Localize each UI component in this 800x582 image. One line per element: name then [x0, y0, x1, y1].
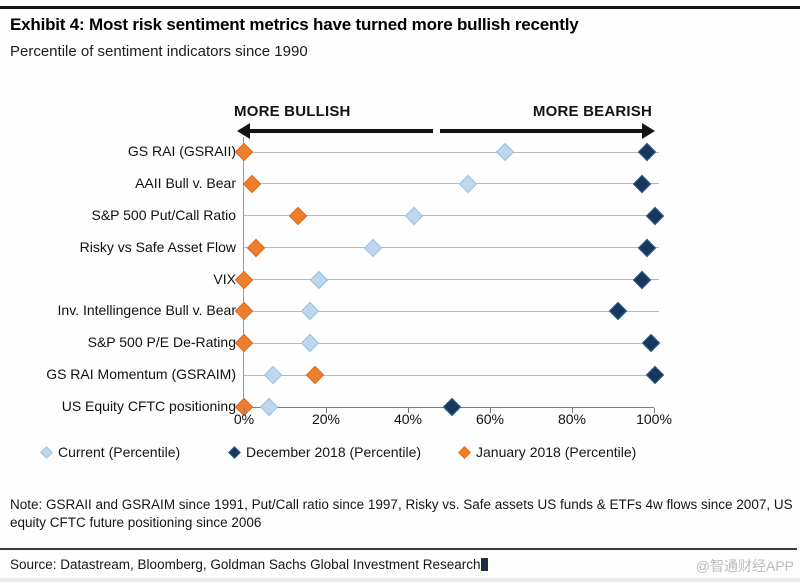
data-point-diamond	[234, 334, 254, 353]
data-point-diamond	[442, 397, 461, 417]
right-arrow-icon	[642, 123, 655, 139]
row-label: Inv. Intellingence Bull v. Bear	[57, 302, 236, 319]
row-track	[234, 327, 660, 359]
row-gridline	[244, 342, 659, 344]
chart-subtitle: Percentile of sentiment indicators since…	[10, 43, 308, 60]
data-point-diamond	[496, 142, 515, 162]
row-gridline	[244, 310, 659, 312]
row-label: Risky vs Safe Asset Flow	[79, 238, 236, 255]
row-track	[234, 136, 659, 168]
data-point-diamond	[633, 174, 652, 194]
row-label: US Equity CFTC positioning	[61, 398, 236, 414]
row-label: GS RAI (GSRAII)	[127, 143, 236, 159]
row-gridline	[244, 279, 659, 280]
data-point-diamond	[309, 270, 328, 289]
data-point-diamond	[243, 174, 262, 194]
x-axis-tick	[654, 408, 655, 413]
x-axis-tick	[572, 408, 573, 413]
x-axis-tick-label: 100%	[636, 411, 672, 427]
data-point-diamond	[263, 365, 283, 385]
legend-label: December 2018 (Percentile)	[246, 444, 422, 460]
row-track	[234, 264, 659, 296]
data-point-diamond	[301, 302, 320, 321]
x-axis-tick	[326, 408, 327, 413]
data-point-diamond	[234, 270, 254, 289]
row-gridline	[244, 374, 659, 376]
legend-label: Current (Percentile)	[58, 444, 181, 460]
legend-diamond-icon	[458, 445, 471, 459]
data-point-diamond	[363, 238, 382, 257]
row-track	[244, 232, 659, 264]
data-point-diamond	[234, 142, 254, 162]
row-label: S&P 500 P/E De-Rating	[87, 334, 236, 351]
data-point-diamond	[608, 302, 627, 321]
data-point-diamond	[259, 397, 279, 417]
source-line: Source: Datastream, Bloomberg, Goldman S…	[10, 557, 489, 572]
legend-item: January 2018 (Percentile)	[458, 444, 637, 460]
data-point-diamond	[458, 174, 478, 194]
data-point-diamond	[641, 334, 660, 353]
x-axis-tick-label: 60%	[475, 411, 505, 427]
row-label: VIX	[213, 270, 236, 287]
row-label: AAII Bull v. Bear	[135, 174, 236, 191]
legend-item: December 2018 (Percentile)	[228, 444, 422, 460]
footnote: Note: GSRAII and GSRAIM since 1991, Put/…	[10, 497, 793, 530]
x-axis-tick-label: 0%	[233, 411, 255, 427]
data-point-diamond	[637, 238, 656, 257]
footer-divider	[0, 548, 797, 550]
data-point-diamond	[305, 365, 324, 385]
row-track	[244, 359, 665, 391]
data-point-diamond	[301, 334, 320, 353]
row-gridline	[244, 151, 659, 153]
x-axis-tick	[408, 408, 409, 413]
data-point-diamond	[234, 302, 254, 321]
data-point-diamond	[288, 206, 308, 225]
row-gridline	[244, 183, 659, 185]
chart-title: Exhibit 4: Most risk sentiment metrics h…	[10, 15, 579, 34]
row-track	[243, 168, 659, 200]
more-bearish-label: MORE BEARISH	[532, 103, 652, 120]
text-cursor-icon	[481, 558, 489, 571]
row-track	[234, 295, 659, 327]
left-arrow-icon	[237, 123, 250, 139]
legend-diamond-icon	[40, 445, 53, 459]
row-gridline	[244, 247, 659, 249]
row-track	[234, 391, 659, 423]
row-gridline	[244, 215, 659, 217]
legend-item: Current (Percentile)	[40, 444, 181, 460]
legend-diamond-icon	[228, 445, 241, 459]
x-axis-tick	[490, 408, 491, 413]
data-point-diamond	[247, 238, 266, 257]
x-axis-tick	[244, 408, 245, 413]
watermark: @智通财经APP	[695, 558, 794, 574]
row-label: S&P 500 Put/Call Ratio	[91, 206, 237, 223]
more-bullish-label: MORE BULLISH	[234, 103, 351, 120]
legend-label: January 2018 (Percentile)	[476, 444, 637, 460]
row-label: GS RAI Momentum (GSRAIM)	[46, 366, 236, 383]
data-point-diamond	[633, 270, 652, 289]
x-axis-tick-label: 20%	[311, 411, 341, 427]
row-track	[244, 200, 665, 232]
left-arrow-line	[249, 129, 433, 133]
x-axis-tick-label: 80%	[557, 411, 587, 427]
data-point-diamond	[645, 365, 665, 385]
plot-area: 0% 20% 40% 60% 80% 100%	[234, 137, 672, 427]
top-divider	[0, 6, 800, 9]
data-point-diamond	[637, 142, 656, 162]
y-axis-labels: GS RAI (GSRAII) AAII Bull v. Bear S&P 500 …	[0, 137, 237, 414]
data-point-diamond	[404, 206, 424, 225]
source-text: Source: Datastream, Bloomberg, Goldman S…	[10, 557, 481, 572]
legend: Current (Percentile) December 2018 (Perce…	[0, 444, 800, 462]
data-point-diamond	[645, 206, 665, 225]
right-arrow-line	[440, 129, 643, 133]
x-axis-tick-label: 40%	[393, 411, 423, 427]
